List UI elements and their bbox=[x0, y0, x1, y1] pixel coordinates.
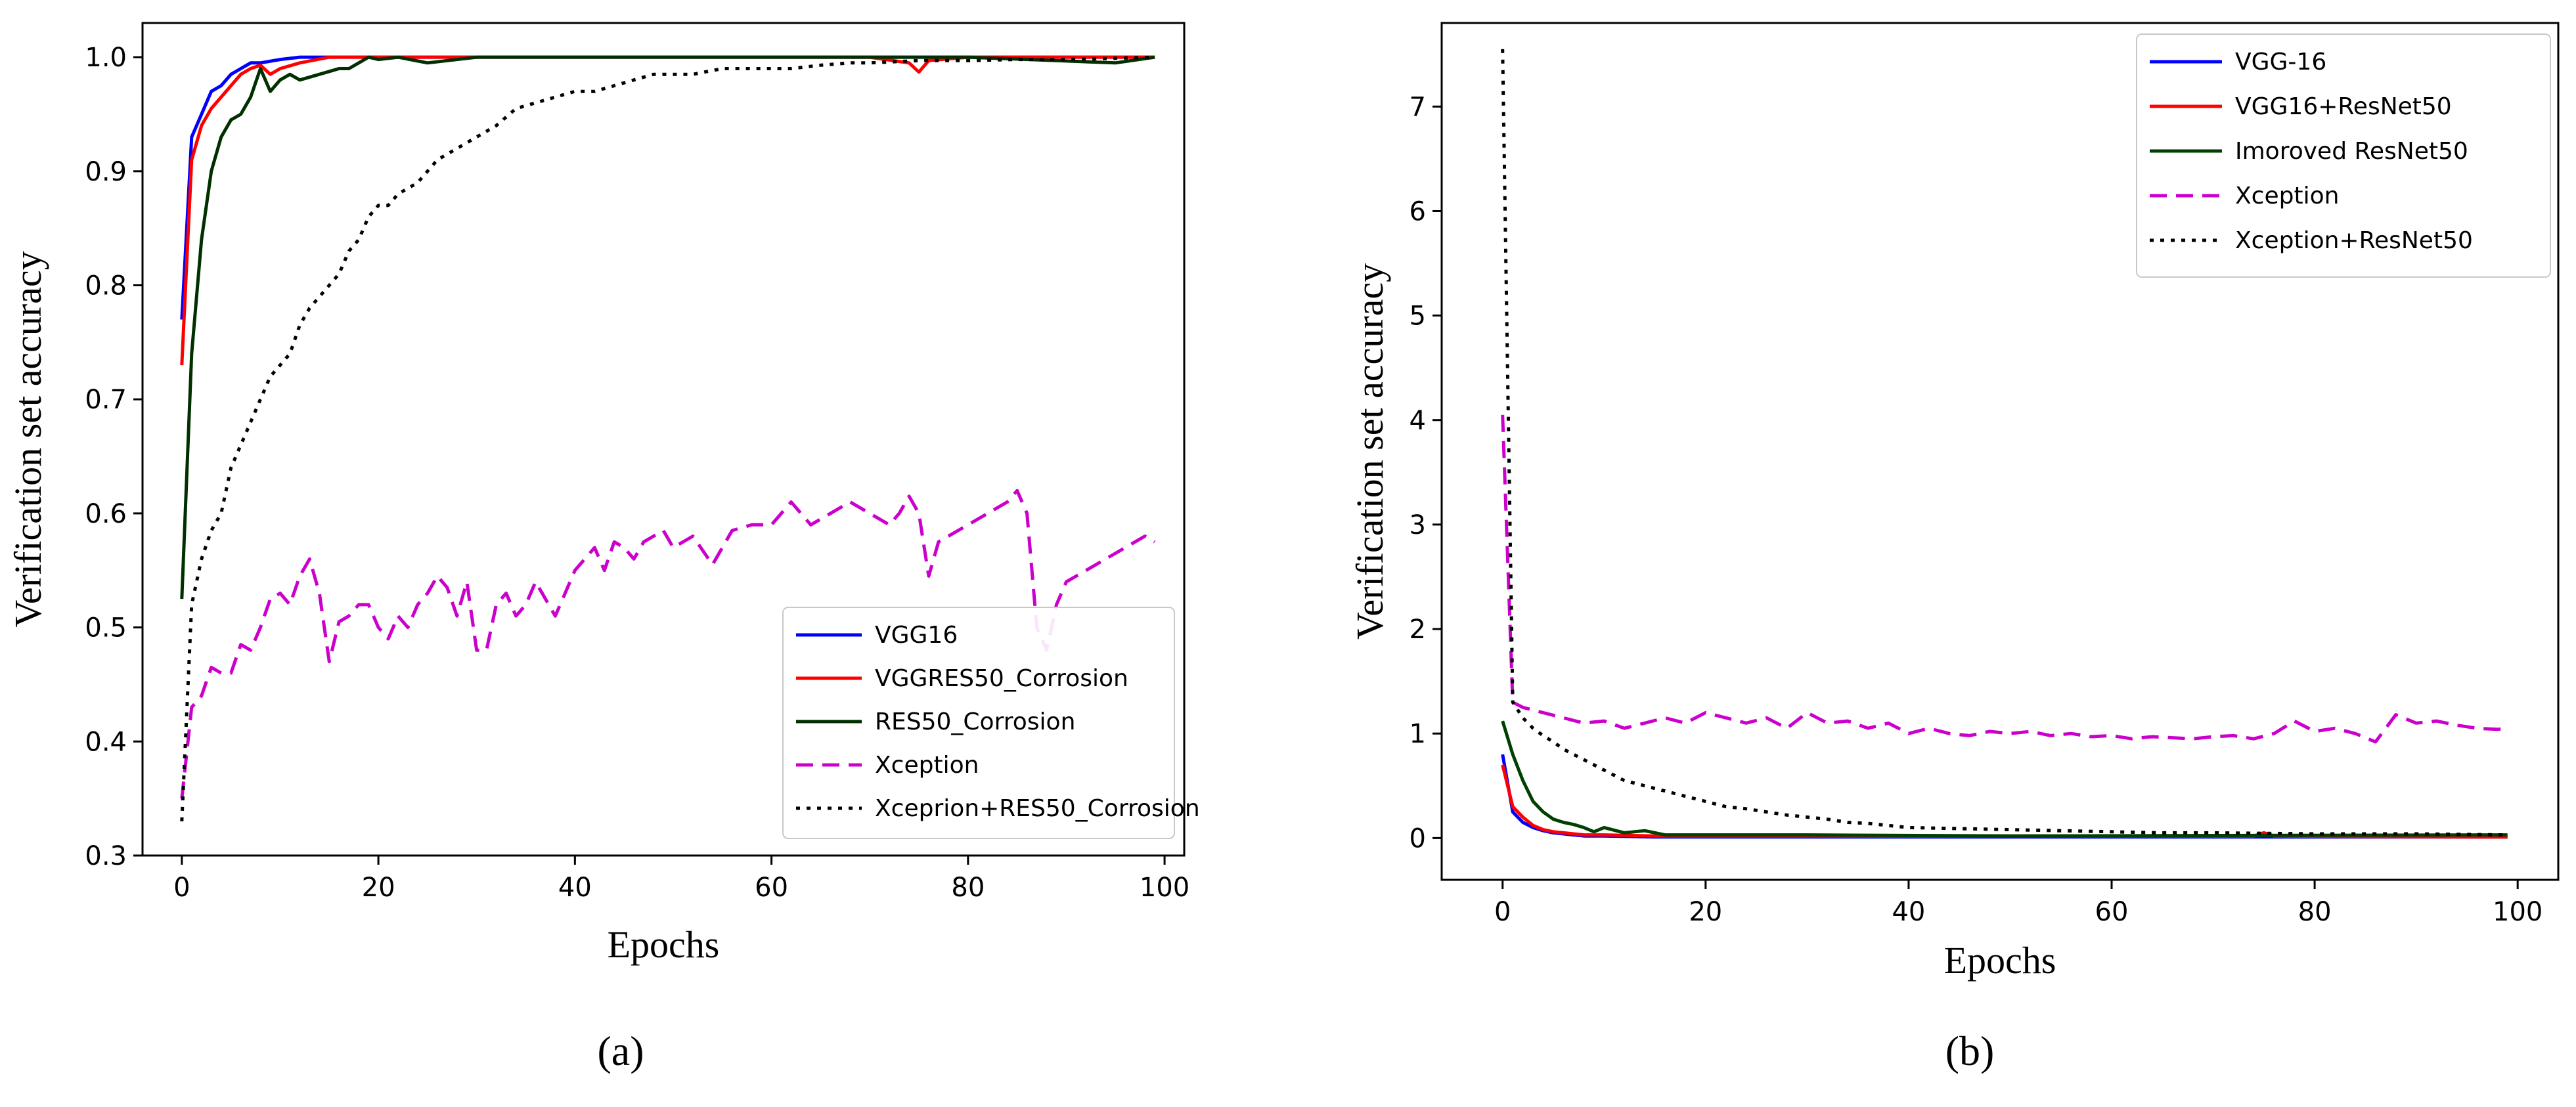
plot-frame bbox=[141, 22, 1186, 857]
x-tick-label: 0 bbox=[1494, 897, 1511, 927]
series-line-3 bbox=[1501, 414, 2508, 744]
y-tick-label: 0.9 bbox=[85, 157, 127, 187]
y-tick-label: 0.6 bbox=[85, 499, 127, 529]
x-tick-label: 0 bbox=[173, 873, 190, 903]
series-group bbox=[180, 55, 1156, 822]
y-tick-label: 0.5 bbox=[85, 613, 127, 643]
series-line-2 bbox=[180, 55, 1155, 599]
x-axis-label: Epochs bbox=[1944, 939, 2056, 982]
x-tick-label: 40 bbox=[1892, 897, 1925, 927]
y-tick-label: 0.4 bbox=[85, 727, 127, 757]
y-tick-label: 1 bbox=[1410, 719, 1426, 749]
y-tick-label: 0 bbox=[1410, 823, 1426, 854]
chart-b: 0 20 40 60 80 100 0 1 2 3 4 5 6 7 Epochs Verification s… bbox=[1348, 22, 2560, 982]
series-line-0 bbox=[1501, 754, 2508, 839]
caption-a: (a) bbox=[597, 1028, 644, 1074]
legend-label: VGG16+ResNet50 bbox=[2235, 93, 2452, 120]
series-line-0 bbox=[180, 55, 1155, 320]
y-tick-label: 4 bbox=[1410, 406, 1426, 436]
legend-label: RES50_Corrosion bbox=[875, 708, 1075, 735]
x-tick-label: 60 bbox=[755, 873, 788, 903]
legend-label: Xception bbox=[2235, 183, 2339, 209]
y-tick-label: 6 bbox=[1410, 196, 1426, 227]
legend-label: Xception+ResNet50 bbox=[2235, 227, 2473, 254]
legend-label: VGGRES50_Corrosion bbox=[875, 665, 1128, 692]
series-line-3 bbox=[180, 488, 1156, 799]
x-tick-label: 80 bbox=[951, 873, 985, 903]
plot-frame bbox=[1440, 22, 2560, 881]
y-tick-label: 0.7 bbox=[85, 385, 127, 415]
legend-label: Xception bbox=[875, 752, 979, 779]
y-tick-label: 1.0 bbox=[85, 43, 127, 73]
x-tick-label: 40 bbox=[558, 873, 592, 903]
x-tick-label: 20 bbox=[1689, 897, 1722, 927]
legend: VGG-16 VGG16+ResNet50 Imoroved ResNet50 Xce… bbox=[2136, 33, 2551, 278]
y-tick-label: 7 bbox=[1410, 92, 1426, 122]
x-tick-label: 60 bbox=[2095, 897, 2129, 927]
legend-box bbox=[782, 607, 1175, 839]
series-line-1 bbox=[180, 55, 1155, 366]
series-line-4 bbox=[1501, 49, 2508, 837]
y-tick-label: 2 bbox=[1410, 615, 1426, 645]
y-axis-label: Verification set accuracy bbox=[1348, 263, 1391, 640]
y-tick-label: 0.8 bbox=[85, 271, 127, 301]
caption-b: (b) bbox=[1945, 1028, 1995, 1074]
x-axis-label: Epochs bbox=[608, 923, 720, 966]
series-line-1 bbox=[1501, 764, 2508, 839]
series-line-4 bbox=[180, 55, 1155, 822]
y-axis-label: Verification set accuracy bbox=[7, 251, 49, 627]
x-tick-label: 100 bbox=[2493, 897, 2543, 927]
series-group bbox=[1501, 49, 2508, 839]
y-tick-label: 5 bbox=[1410, 301, 1426, 332]
chart-a: 0 20 40 60 80 100 0.3 0.4 0.5 0.6 0.7 0.8 0.9 1.0 Epoc… bbox=[7, 22, 1200, 966]
legend-label: VGG-16 bbox=[2235, 49, 2326, 76]
y-tick-label: 0.3 bbox=[85, 841, 127, 871]
x-tick-label: 80 bbox=[2298, 897, 2332, 927]
legend-label: VGG16 bbox=[875, 622, 958, 649]
legend: VGG16 VGGRES50_Corrosion RES50_Corrosion Xc… bbox=[782, 607, 1200, 839]
x-tick-label: 20 bbox=[362, 873, 395, 903]
series-line-2 bbox=[1501, 720, 2508, 838]
legend-label: Xceprion+RES50_Corrosion bbox=[875, 795, 1200, 822]
x-tick-label: 100 bbox=[1140, 873, 1189, 903]
legend-box bbox=[2136, 33, 2551, 278]
y-tick-label: 3 bbox=[1410, 510, 1426, 540]
legend-label: Imoroved ResNet50 bbox=[2235, 138, 2468, 165]
